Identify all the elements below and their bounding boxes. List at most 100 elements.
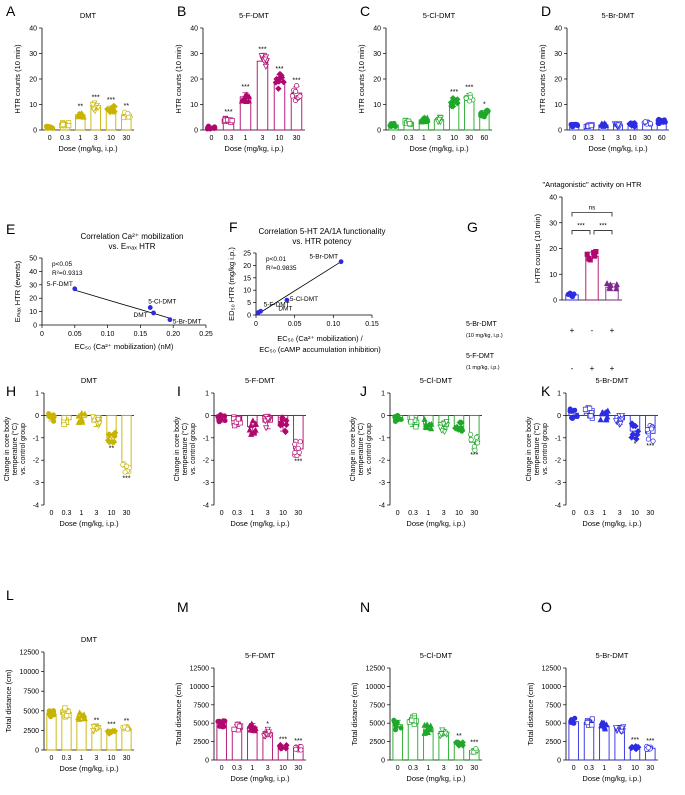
treatment-sign: +: [590, 364, 595, 373]
significance-stars: ***: [92, 94, 100, 101]
y-tick-label: 1: [381, 391, 385, 398]
x-tick-label: 30: [643, 135, 651, 142]
x-axis-label: Dose (mg/kg, i.p.): [224, 144, 284, 153]
data-point: [586, 256, 592, 262]
y-tick-label: 40: [549, 195, 557, 202]
chart-title: DMT: [81, 635, 98, 644]
data-point: [421, 114, 428, 121]
data-point: [278, 744, 285, 752]
x-tick-label: 3: [618, 510, 622, 517]
data-point: [472, 447, 478, 453]
x-tick-label: 0.3: [62, 755, 72, 762]
data-point: [64, 713, 70, 719]
y-tick-label: 40: [29, 26, 37, 33]
significance-stars: **: [94, 717, 100, 724]
x-tick-label: 0.3: [224, 135, 234, 142]
x-tick-label: 0.20: [166, 331, 180, 338]
data-point: [644, 427, 650, 433]
significance-stars: **: [124, 103, 130, 110]
data-point: [89, 414, 96, 421]
y-axis-label: Eₘₐₓ HTR (events): [13, 260, 22, 322]
x-tick-label: 3: [442, 765, 446, 772]
x-tick-label: 0.10: [327, 321, 341, 328]
point-label: DMT: [278, 306, 292, 313]
y-axis-label: temperature (°C): [357, 423, 365, 475]
data-point: [283, 742, 290, 749]
y-tick-label: 0: [381, 758, 385, 765]
y-tick-label: 25: [243, 251, 251, 258]
point-label: 5-Cl-DMT: [290, 296, 318, 303]
data-point: [628, 744, 635, 752]
data-point: [248, 430, 255, 437]
point-label: 5-F-DMT: [264, 301, 290, 308]
panel-letter: L: [6, 587, 14, 603]
data-point: [398, 725, 404, 731]
y-tick-label: -4: [33, 503, 39, 510]
x-axis-label: Dose (mg/kg, i.p.): [409, 144, 469, 153]
data-point: [75, 412, 82, 419]
data-point: [598, 121, 605, 128]
data-point: [106, 728, 113, 735]
y-axis-label: temperature (°C): [181, 423, 189, 475]
data-point: [49, 125, 55, 131]
significance-stars: *: [266, 721, 269, 728]
data-point: [243, 98, 250, 105]
data-point: [241, 93, 248, 100]
data-point: [458, 425, 465, 433]
data-point: [613, 285, 620, 292]
data-point: [44, 123, 50, 129]
x-tick-label: 1: [250, 510, 254, 517]
y-tick-label: 5000: [23, 708, 39, 715]
significance-stars: ***: [646, 443, 654, 450]
y-tick-label: 10000: [542, 684, 562, 691]
data-point: [231, 726, 237, 732]
data-point: [282, 428, 289, 436]
data-point: [75, 113, 82, 120]
panel-L: L DMT 0 2500 5000 7500 10000 12500 Total distanc…: [4, 587, 134, 773]
x-axis-label: Dose (mg/kg, i.p.): [59, 764, 119, 773]
y-tick-label: 12500: [366, 666, 386, 673]
data-point: [51, 712, 57, 718]
significance-stars: ***: [241, 84, 249, 91]
data-point: [151, 310, 156, 316]
y-tick-label: 0: [33, 323, 37, 330]
x-tick-label: 0: [572, 510, 576, 517]
panel-B: B 5-F-DMT 0 10 20 30 40 HTR counts (10 min) 0 0.3…: [174, 3, 305, 153]
y-tick-label: 7500: [23, 689, 39, 696]
y-tick-label: 1: [35, 391, 39, 398]
significance-stars: ***: [470, 452, 478, 459]
data-point: [618, 728, 625, 735]
data-point: [110, 438, 118, 446]
x-tick-label: 0.3: [584, 510, 594, 517]
data-point: [62, 705, 68, 711]
x-tick-label: 30: [470, 765, 478, 772]
point-label: 5-F-DMT: [47, 281, 73, 288]
chart-title: 5-Br-DMT: [602, 11, 635, 20]
chart-title: Correlation Ca²⁺ mobilization: [81, 232, 184, 241]
x-tick-label: 0: [254, 321, 258, 328]
y-tick-label: -3: [203, 480, 209, 487]
chart-title: vs. HTR potency: [292, 237, 351, 246]
x-tick-label: 0: [40, 331, 44, 338]
y-tick-label: -1: [379, 435, 385, 442]
panel-letter: M: [177, 599, 189, 615]
significance-bracket: [571, 212, 613, 217]
y-tick-label: -4: [555, 503, 561, 510]
y-tick-label: -2: [379, 458, 385, 465]
data-point: [338, 259, 344, 265]
x-tick-label: 0.3: [62, 510, 72, 517]
y-axis-label: temperature (°C): [11, 423, 19, 475]
significance-stars: ***: [646, 738, 654, 745]
data-point: [475, 440, 481, 446]
panel-letter: G: [467, 219, 478, 235]
data-point: [452, 425, 459, 432]
y-axis-label: temperature (°C): [533, 423, 541, 475]
x-tick-label: 30: [294, 510, 302, 517]
x-axis-label: Dose (mg/kg, i.p.): [58, 144, 118, 153]
data-point: [246, 426, 253, 433]
data-point: [391, 122, 397, 128]
y-axis-label: Change in core body: [526, 416, 533, 481]
data-point: [409, 415, 415, 421]
